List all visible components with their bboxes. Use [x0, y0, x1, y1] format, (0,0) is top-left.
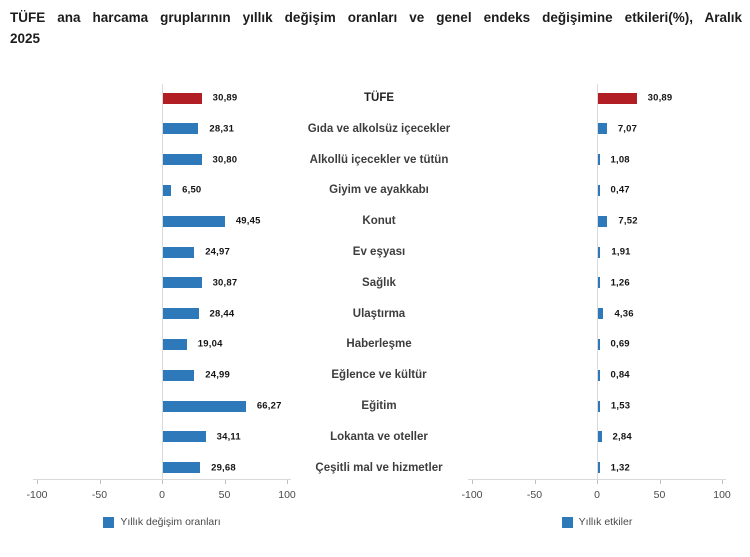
x-axis-tick: [659, 480, 661, 484]
bar: [163, 184, 172, 196]
bar: [163, 369, 195, 381]
value-label: 28,31: [209, 123, 235, 135]
bar: [598, 123, 607, 135]
bar: [598, 92, 637, 104]
bar: [598, 277, 600, 289]
x-axis-tick-label: 50: [218, 489, 231, 501]
bar: [163, 123, 199, 135]
value-label: 30,87: [212, 277, 238, 289]
category-label: Alkollü içecekler ve tütün: [309, 153, 449, 166]
x-axis-line: [33, 479, 291, 480]
bar: [598, 308, 604, 320]
zero-gridline: [162, 84, 163, 479]
x-axis-tick: [472, 480, 473, 484]
category-label: Gıda ve alkolsüz içecekler: [307, 122, 451, 135]
bar: [598, 184, 600, 196]
chart-title: TÜFE ana harcama gruplarının yıllık deği…: [10, 7, 742, 49]
bar: [598, 462, 600, 474]
value-label: 66,27: [256, 400, 282, 412]
value-label: 0,84: [610, 369, 630, 381]
value-label: 28,44: [209, 308, 235, 320]
bar: [598, 154, 600, 166]
bar: [163, 308, 199, 320]
bar: [163, 215, 225, 227]
bar: [598, 215, 608, 227]
category-label: Çeşitli mal ve hizmetler: [315, 461, 443, 474]
x-axis-tick-label: -100: [26, 489, 48, 501]
value-label: 1,91: [611, 246, 631, 258]
legend-swatch-icon: [561, 516, 573, 528]
x-axis-tick: [162, 480, 163, 484]
value-label: 29,68: [211, 462, 236, 474]
legend-annual-effects: Yıllık etkiler: [472, 516, 722, 528]
category-label: Sağlık: [362, 276, 396, 289]
x-axis-tick-label: 100: [713, 489, 731, 501]
x-axis-tick-label: 0: [594, 489, 600, 501]
bar: [163, 246, 195, 258]
value-label: 49,45: [235, 215, 261, 227]
legend-label: Yıllık etkiler: [578, 516, 633, 528]
value-label: 1,26: [610, 277, 630, 289]
legend-label: Yıllık değişim oranları: [120, 516, 221, 528]
bar: [163, 338, 187, 350]
x-axis-tick-label: -50: [526, 489, 543, 501]
bar: [163, 400, 246, 412]
value-label: 1,32: [610, 462, 630, 474]
category-label: Eğitim: [361, 400, 397, 412]
x-axis-line: [468, 479, 726, 480]
category-label: Giyim ve ayakkabı: [329, 184, 429, 197]
category-label: Ev eşyası: [352, 246, 406, 258]
category-label: TÜFE: [363, 92, 395, 104]
bar: [163, 462, 201, 474]
category-label: Lokanta ve oteller: [330, 430, 428, 443]
value-label: 24,99: [205, 369, 231, 381]
x-axis-tick: [37, 480, 38, 484]
value-label: 34,11: [216, 431, 241, 443]
x-axis-tick-label: 100: [278, 489, 296, 501]
x-axis-tick: [597, 480, 598, 484]
bar: [598, 400, 600, 412]
category-label: Eğlence ve kültür: [331, 369, 427, 382]
value-label: 2,84: [612, 431, 632, 443]
bar: [163, 277, 202, 289]
legend-swatch-icon: [103, 516, 115, 528]
bar: [598, 431, 602, 443]
value-label: 19,04: [197, 338, 223, 350]
value-label: 7,07: [617, 123, 638, 135]
value-label: 1,08: [610, 154, 630, 166]
bar: [163, 431, 206, 443]
value-label: 6,50: [182, 184, 202, 196]
category-label: Konut: [362, 215, 396, 228]
value-label: 1,53: [610, 400, 631, 412]
value-label: 4,36: [614, 308, 634, 320]
x-axis-tick: [224, 480, 226, 484]
value-label: 0,47: [610, 184, 630, 196]
bar: [163, 154, 202, 166]
chart-title-line2: 2025: [10, 31, 41, 46]
value-label: 24,97: [205, 246, 230, 258]
x-axis-tick: [534, 480, 536, 484]
chart-title-line1: TÜFE ana harcama gruplarının yıllık deği…: [10, 10, 742, 25]
x-axis-tick-label: -50: [91, 489, 108, 501]
x-axis-tick-label: -100: [461, 489, 483, 501]
x-axis-tick: [722, 480, 723, 484]
bar: [598, 246, 601, 258]
x-axis-tick-label: 0: [159, 489, 165, 501]
bar: [598, 369, 600, 381]
zero-gridline: [597, 84, 598, 479]
x-axis-tick: [287, 480, 288, 484]
value-label: 0,69: [610, 338, 630, 350]
value-label: 30,89: [647, 92, 673, 104]
legend-annual-change-rates: Yıllık değişim oranları: [37, 516, 287, 528]
bar: [598, 338, 600, 350]
bar: [163, 92, 202, 104]
x-axis-tick: [99, 480, 101, 484]
value-label: 30,89: [212, 92, 238, 104]
x-axis-tick-label: 50: [653, 489, 666, 501]
value-label: 30,80: [212, 154, 238, 166]
category-label: Ulaştırma: [352, 307, 406, 320]
category-label: Haberleşme: [346, 338, 412, 351]
value-label: 7,52: [618, 215, 638, 227]
